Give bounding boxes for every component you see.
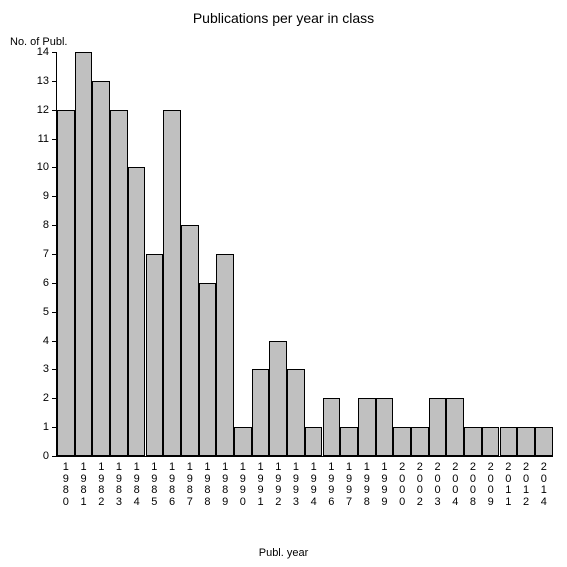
x-tick-label: 2012	[521, 462, 531, 508]
plot-area: 0123456789101112131419801981198219831984…	[56, 52, 553, 457]
x-tick-label: 1988	[202, 462, 212, 508]
y-tick	[52, 456, 57, 457]
bar	[269, 341, 287, 456]
x-tick-label: 1989	[220, 462, 230, 508]
y-tick-label: 10	[37, 161, 49, 173]
x-tick-label: 2008	[468, 462, 478, 508]
bar	[535, 427, 553, 456]
y-tick	[52, 81, 57, 82]
x-tick-label: 1997	[344, 462, 354, 508]
y-tick-label: 4	[43, 335, 49, 347]
bar	[128, 167, 146, 456]
bar	[110, 110, 128, 456]
y-tick-label: 9	[43, 190, 49, 202]
bar	[57, 110, 75, 456]
y-tick-label: 11	[38, 133, 49, 145]
bar	[482, 427, 500, 456]
bar	[500, 427, 518, 456]
bar	[92, 81, 110, 456]
y-tick-label: 5	[43, 306, 49, 318]
y-tick-label: 12	[37, 104, 49, 116]
x-tick-label: 1996	[326, 462, 336, 508]
x-tick-label: 2003	[433, 462, 443, 508]
x-tick-label: 1984	[132, 462, 142, 508]
y-tick-label: 0	[43, 450, 49, 462]
x-axis-label: Publ. year	[259, 547, 309, 559]
x-tick-label: 2011	[503, 462, 513, 508]
y-tick-label: 6	[43, 277, 49, 289]
bar	[517, 427, 535, 456]
x-tick-label: 1990	[238, 462, 248, 508]
x-tick-label: 1980	[61, 462, 71, 508]
y-tick-label: 8	[43, 219, 49, 231]
bar	[146, 254, 164, 456]
bar	[429, 398, 447, 456]
chart-container: Publications per year in class No. of Pu…	[0, 0, 567, 567]
x-tick-label: 1981	[79, 462, 89, 508]
x-tick-label: 2004	[450, 462, 460, 508]
bar	[234, 427, 252, 456]
y-tick-label: 1	[43, 421, 49, 433]
bar	[464, 427, 482, 456]
bar	[393, 427, 411, 456]
x-tick-label: 2002	[415, 462, 425, 508]
bar	[340, 427, 358, 456]
x-tick-label: 2009	[486, 462, 496, 508]
bar	[358, 398, 376, 456]
y-tick-label: 7	[43, 248, 49, 260]
x-tick-label: 2000	[397, 462, 407, 508]
bar	[199, 283, 217, 456]
bar	[163, 110, 181, 456]
x-tick-label: 1998	[362, 462, 372, 508]
x-tick-label: 1999	[379, 462, 389, 508]
x-tick-label: 1991	[256, 462, 266, 508]
bar	[376, 398, 394, 456]
x-tick-label: 1983	[114, 462, 124, 508]
y-tick-label: 13	[37, 75, 49, 87]
chart-title: Publications per year in class	[193, 10, 374, 26]
bar	[252, 369, 270, 456]
bar	[323, 398, 341, 456]
y-tick-label: 3	[43, 363, 49, 375]
x-tick-label: 1985	[149, 462, 159, 508]
x-tick-label: 1993	[291, 462, 301, 508]
bar	[287, 369, 305, 456]
bar	[75, 52, 93, 456]
bar	[305, 427, 323, 456]
bar	[181, 225, 199, 456]
y-tick-label: 14	[37, 46, 49, 58]
x-tick-label: 1982	[96, 462, 106, 508]
x-tick-label: 1986	[167, 462, 177, 508]
x-tick-label: 1987	[185, 462, 195, 508]
bar	[446, 398, 464, 456]
x-tick-label: 2014	[539, 462, 549, 508]
y-tick	[52, 52, 57, 53]
bar	[216, 254, 234, 456]
bar	[411, 427, 429, 456]
x-tick-label: 1992	[273, 462, 283, 508]
x-tick-label: 1994	[309, 462, 319, 508]
y-tick-label: 2	[43, 392, 49, 404]
